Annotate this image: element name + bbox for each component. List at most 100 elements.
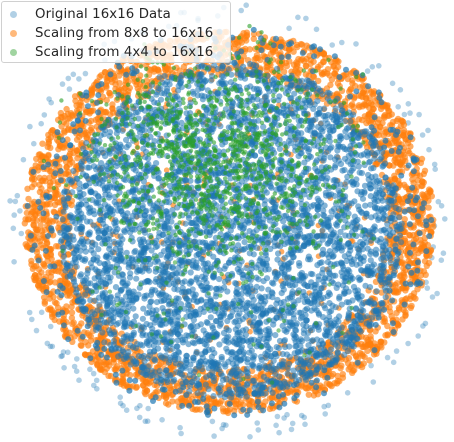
point-original bbox=[419, 132, 426, 138]
point-original bbox=[11, 212, 17, 218]
point-original bbox=[345, 312, 352, 319]
point-8x8 bbox=[226, 406, 233, 413]
point-8x8 bbox=[420, 170, 427, 178]
point-original bbox=[370, 164, 377, 172]
point-8x8 bbox=[46, 279, 53, 286]
point-8x8 bbox=[394, 280, 401, 287]
point-8x8 bbox=[348, 102, 355, 109]
point-original bbox=[65, 349, 71, 356]
point-8x8 bbox=[315, 77, 322, 85]
point-original bbox=[313, 26, 320, 33]
point-8x8 bbox=[139, 382, 147, 389]
point-original bbox=[195, 71, 202, 78]
point-original bbox=[47, 323, 54, 330]
point-original bbox=[94, 386, 100, 392]
point-original bbox=[73, 368, 80, 375]
point-original bbox=[298, 412, 305, 419]
point-8x8 bbox=[101, 108, 108, 116]
point-original bbox=[132, 313, 139, 320]
point-8x8 bbox=[25, 216, 32, 223]
point-8x8 bbox=[384, 104, 391, 112]
point-original bbox=[420, 323, 426, 329]
point-original bbox=[91, 382, 97, 389]
point-original bbox=[236, 310, 243, 317]
point-8x8 bbox=[417, 236, 424, 244]
point-original bbox=[58, 353, 64, 360]
point-8x8 bbox=[384, 331, 391, 338]
point-8x8 bbox=[414, 177, 421, 184]
point-original bbox=[401, 111, 408, 118]
point-8x8 bbox=[43, 201, 50, 208]
point-original bbox=[187, 269, 194, 276]
point-8x8 bbox=[83, 108, 91, 116]
point-original bbox=[353, 41, 359, 47]
point-8x8 bbox=[86, 332, 93, 339]
point-8x8 bbox=[63, 279, 71, 286]
point-original bbox=[117, 394, 123, 401]
point-original bbox=[302, 421, 308, 428]
point-8x8 bbox=[420, 194, 428, 201]
point-original bbox=[303, 15, 309, 22]
point-original bbox=[107, 274, 114, 281]
point-original bbox=[368, 362, 374, 369]
point-8x8 bbox=[66, 161, 73, 168]
point-original bbox=[307, 270, 314, 277]
point-original bbox=[370, 379, 377, 385]
point-8x8 bbox=[125, 88, 132, 95]
point-8x8 bbox=[32, 162, 39, 169]
point-8x8 bbox=[28, 183, 36, 191]
point-original bbox=[155, 175, 162, 182]
point-8x8 bbox=[262, 398, 269, 405]
point-8x8 bbox=[66, 115, 73, 122]
point-8x8 bbox=[402, 312, 409, 319]
point-8x8 bbox=[266, 405, 274, 413]
point-8x8 bbox=[51, 279, 59, 286]
point-8x8 bbox=[366, 357, 373, 364]
point-original bbox=[95, 234, 102, 242]
point-8x8 bbox=[402, 287, 409, 294]
point-original bbox=[133, 275, 140, 282]
point-8x8 bbox=[39, 177, 47, 184]
point-original bbox=[425, 127, 431, 134]
point-original bbox=[431, 161, 438, 168]
point-8x8 bbox=[29, 175, 36, 182]
point-8x8 bbox=[64, 292, 71, 299]
point-8x8 bbox=[40, 294, 48, 301]
point-original bbox=[33, 327, 40, 334]
point-original bbox=[59, 353, 65, 359]
point-original bbox=[273, 422, 279, 429]
point-8x8 bbox=[398, 117, 405, 124]
point-original bbox=[135, 353, 142, 360]
point-original bbox=[274, 413, 281, 420]
point-8x8 bbox=[133, 384, 140, 391]
point-original bbox=[376, 63, 382, 69]
point-8x8 bbox=[54, 304, 62, 311]
point-original bbox=[422, 320, 429, 327]
point-original bbox=[156, 74, 163, 81]
point-original bbox=[369, 64, 376, 70]
point-8x8 bbox=[28, 257, 35, 265]
point-8x8 bbox=[111, 366, 118, 373]
point-8x8 bbox=[31, 276, 38, 284]
point-original bbox=[11, 259, 17, 265]
point-8x8 bbox=[92, 116, 100, 124]
point-8x8 bbox=[39, 140, 46, 147]
point-original bbox=[209, 325, 216, 332]
point-8x8 bbox=[48, 306, 55, 314]
point-original bbox=[442, 216, 448, 222]
point-8x8 bbox=[45, 140, 52, 147]
point-original bbox=[178, 430, 184, 437]
point-8x8 bbox=[147, 66, 155, 74]
point-original bbox=[61, 365, 67, 371]
point-original bbox=[426, 146, 432, 153]
point-original bbox=[424, 285, 431, 291]
point-original bbox=[339, 39, 345, 46]
point-original bbox=[27, 123, 33, 130]
point-original bbox=[438, 203, 445, 209]
point-original bbox=[276, 429, 282, 436]
point-8x8 bbox=[427, 187, 434, 194]
point-original bbox=[136, 414, 143, 421]
point-original bbox=[159, 417, 165, 423]
point-8x8 bbox=[418, 182, 425, 190]
point-8x8 bbox=[94, 360, 101, 367]
